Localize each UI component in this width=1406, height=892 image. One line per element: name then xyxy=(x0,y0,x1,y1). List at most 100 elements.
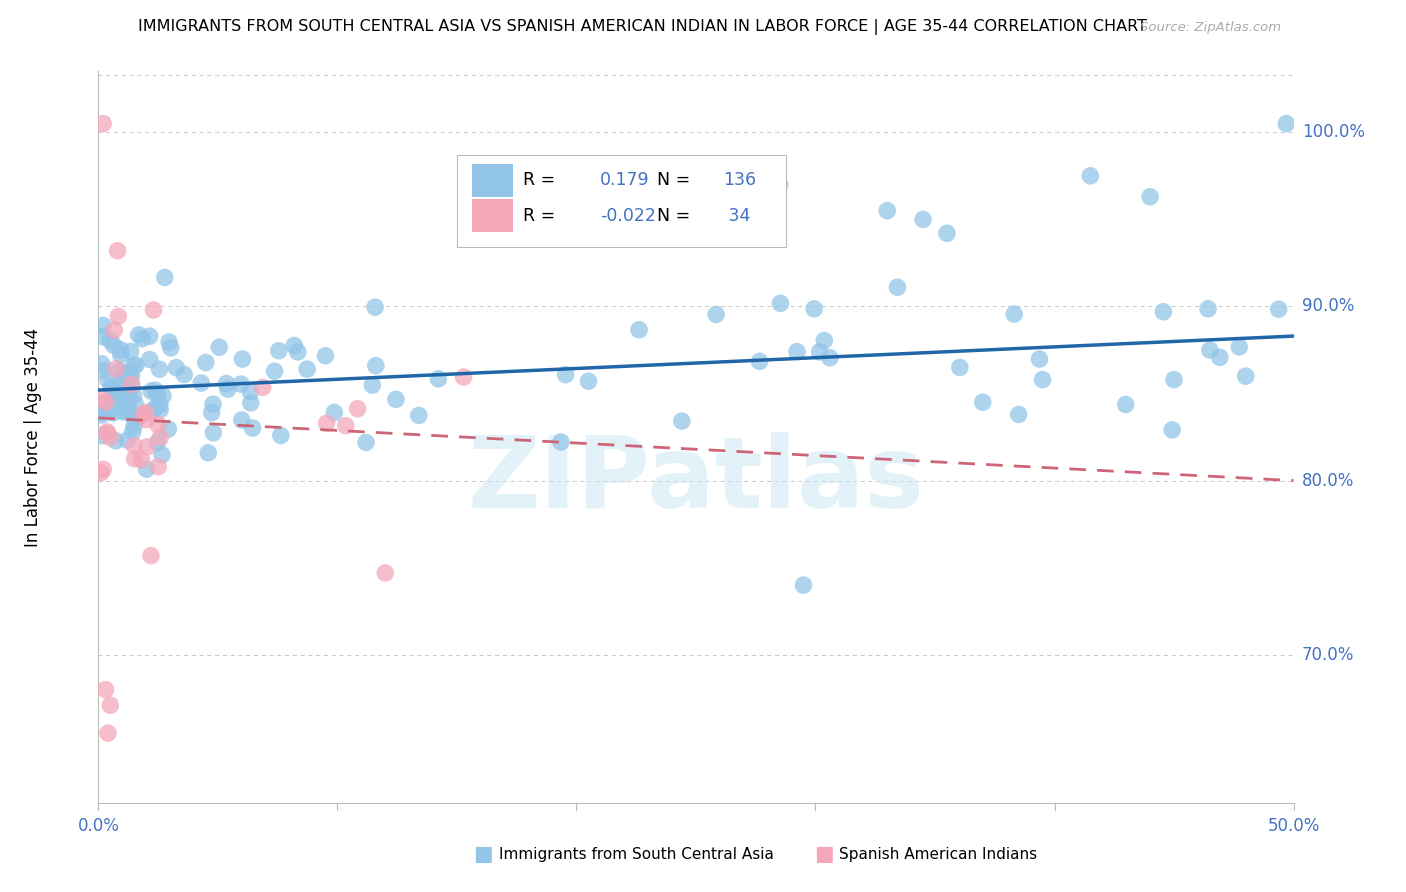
Point xyxy=(793,578,815,592)
Point xyxy=(1199,343,1222,357)
Point xyxy=(949,360,972,375)
Point xyxy=(118,386,141,401)
Text: 136: 136 xyxy=(724,170,756,188)
Point xyxy=(91,428,114,442)
Point xyxy=(146,387,169,401)
Point xyxy=(157,422,180,436)
FancyBboxPatch shape xyxy=(472,199,513,232)
Point xyxy=(768,178,790,192)
Point xyxy=(114,403,136,417)
Point xyxy=(202,425,225,440)
Text: 90.0%: 90.0% xyxy=(1302,297,1354,316)
Point xyxy=(145,401,167,415)
Text: R =: R = xyxy=(523,207,561,225)
Point xyxy=(117,433,139,447)
Point xyxy=(159,341,181,355)
Point xyxy=(270,428,292,442)
Point xyxy=(149,430,172,444)
Point xyxy=(287,345,309,359)
Text: IMMIGRANTS FROM SOUTH CENTRAL ASIA VS SPANISH AMERICAN INDIAN IN LABOR FORCE | A: IMMIGRANTS FROM SOUTH CENTRAL ASIA VS SP… xyxy=(138,20,1147,36)
Point xyxy=(91,392,114,407)
Point xyxy=(242,421,264,435)
Text: 50.0%: 50.0% xyxy=(1267,817,1320,835)
Point xyxy=(323,405,346,419)
Point xyxy=(115,381,138,395)
Point xyxy=(97,726,120,740)
Point xyxy=(173,368,195,382)
Text: Spanish American Indians: Spanish American Indians xyxy=(839,847,1038,862)
Point xyxy=(135,462,157,476)
Point xyxy=(149,397,172,411)
Point xyxy=(94,395,117,409)
Point xyxy=(136,440,159,454)
Point xyxy=(208,340,231,354)
Point xyxy=(107,244,129,258)
Point xyxy=(1139,190,1161,204)
Point xyxy=(197,446,219,460)
Point xyxy=(1028,352,1050,367)
Point xyxy=(110,343,132,357)
Point xyxy=(131,452,153,467)
Point xyxy=(143,383,166,397)
Point xyxy=(117,388,139,402)
Point xyxy=(808,344,831,359)
Point xyxy=(101,396,124,410)
Text: 34: 34 xyxy=(724,207,751,225)
Point xyxy=(1008,408,1031,422)
Point xyxy=(122,419,145,434)
Point xyxy=(335,418,357,433)
Point xyxy=(98,404,121,418)
Point xyxy=(142,303,165,318)
Text: 0.179: 0.179 xyxy=(600,170,650,188)
Point xyxy=(936,227,959,241)
Point xyxy=(128,327,150,342)
FancyBboxPatch shape xyxy=(472,163,513,197)
FancyBboxPatch shape xyxy=(457,155,786,247)
Point xyxy=(108,364,131,378)
Point xyxy=(108,391,131,405)
Point xyxy=(229,377,252,392)
Point xyxy=(152,389,174,403)
Text: In Labor Force | Age 35-44: In Labor Force | Age 35-44 xyxy=(24,327,42,547)
Point xyxy=(121,368,143,383)
Point xyxy=(103,338,125,352)
Point xyxy=(103,406,125,420)
Point xyxy=(364,300,387,314)
Text: 70.0%: 70.0% xyxy=(1302,646,1354,664)
Point xyxy=(114,367,136,381)
Point xyxy=(972,395,994,409)
Point xyxy=(124,439,146,453)
Text: R =: R = xyxy=(523,170,561,188)
Point xyxy=(1163,373,1185,387)
Point xyxy=(90,357,112,371)
Point xyxy=(107,310,129,324)
Point xyxy=(96,426,118,441)
Point xyxy=(135,412,157,426)
Text: N =: N = xyxy=(657,170,696,188)
Point xyxy=(90,466,112,480)
Point xyxy=(91,318,114,333)
Point xyxy=(117,401,139,416)
Point xyxy=(803,301,825,316)
Point xyxy=(138,352,160,367)
Point xyxy=(97,373,120,387)
Point xyxy=(118,368,141,382)
Point xyxy=(1275,117,1298,131)
Point xyxy=(1161,423,1184,437)
Point xyxy=(215,376,238,391)
Point xyxy=(1197,301,1219,316)
Point xyxy=(427,372,450,386)
Point xyxy=(135,405,157,419)
Point xyxy=(190,376,212,390)
Point xyxy=(554,368,576,382)
Point xyxy=(91,117,114,131)
Point xyxy=(231,413,253,427)
Point xyxy=(231,352,253,367)
Point xyxy=(239,384,262,399)
Point xyxy=(105,362,128,376)
Point xyxy=(90,405,112,419)
Text: ZIPatlas: ZIPatlas xyxy=(468,433,924,530)
Point xyxy=(1002,307,1025,321)
Point xyxy=(120,344,142,359)
Point xyxy=(141,384,163,398)
